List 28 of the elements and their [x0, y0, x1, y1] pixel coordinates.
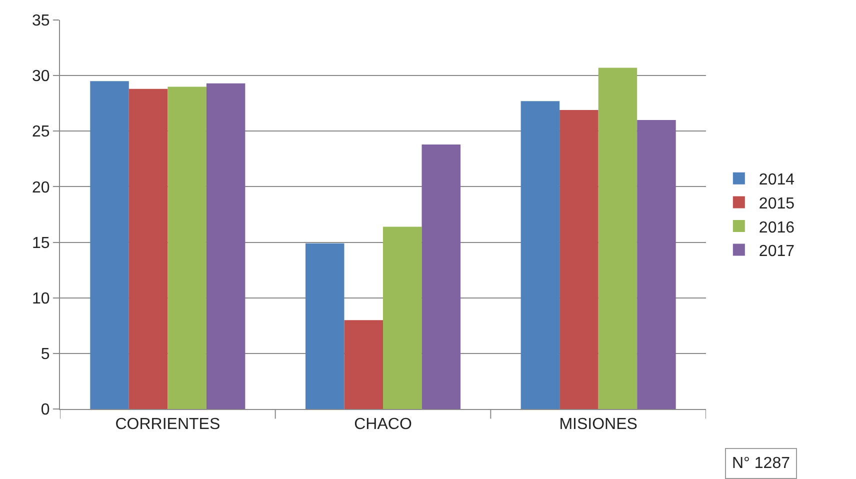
y-tick-label: 20 [32, 179, 50, 196]
bar [168, 86, 206, 409]
bar [383, 226, 422, 409]
text: N° 1287 [732, 455, 790, 472]
bar [560, 110, 598, 409]
y-tick-label: 30 [32, 68, 50, 86]
y-tick-label: 35 [32, 12, 50, 30]
legend-label: 2015 [758, 195, 795, 212]
legend-label: 2014 [758, 172, 795, 189]
bar [305, 243, 344, 409]
y-tick-label: 25 [32, 124, 50, 141]
bar [206, 83, 246, 409]
y-tick-label: 5 [40, 346, 50, 364]
legend-label: 2016 [758, 219, 795, 236]
x-tick-label: CHACO [354, 416, 412, 434]
bar [128, 88, 168, 409]
y-tick-label: 15 [32, 234, 50, 252]
y-tick-label: 0 [40, 402, 50, 419]
legend-label: 2017 [758, 243, 795, 260]
bar [422, 144, 461, 409]
bar [520, 101, 560, 409]
bar [344, 320, 383, 409]
bar [637, 120, 676, 409]
x-tick-label: CORRIENTES [115, 416, 220, 434]
y-tick-label: 10 [32, 290, 50, 308]
bar [90, 81, 129, 409]
x-tick-label: MISIONES [559, 416, 638, 434]
bar [598, 68, 638, 409]
